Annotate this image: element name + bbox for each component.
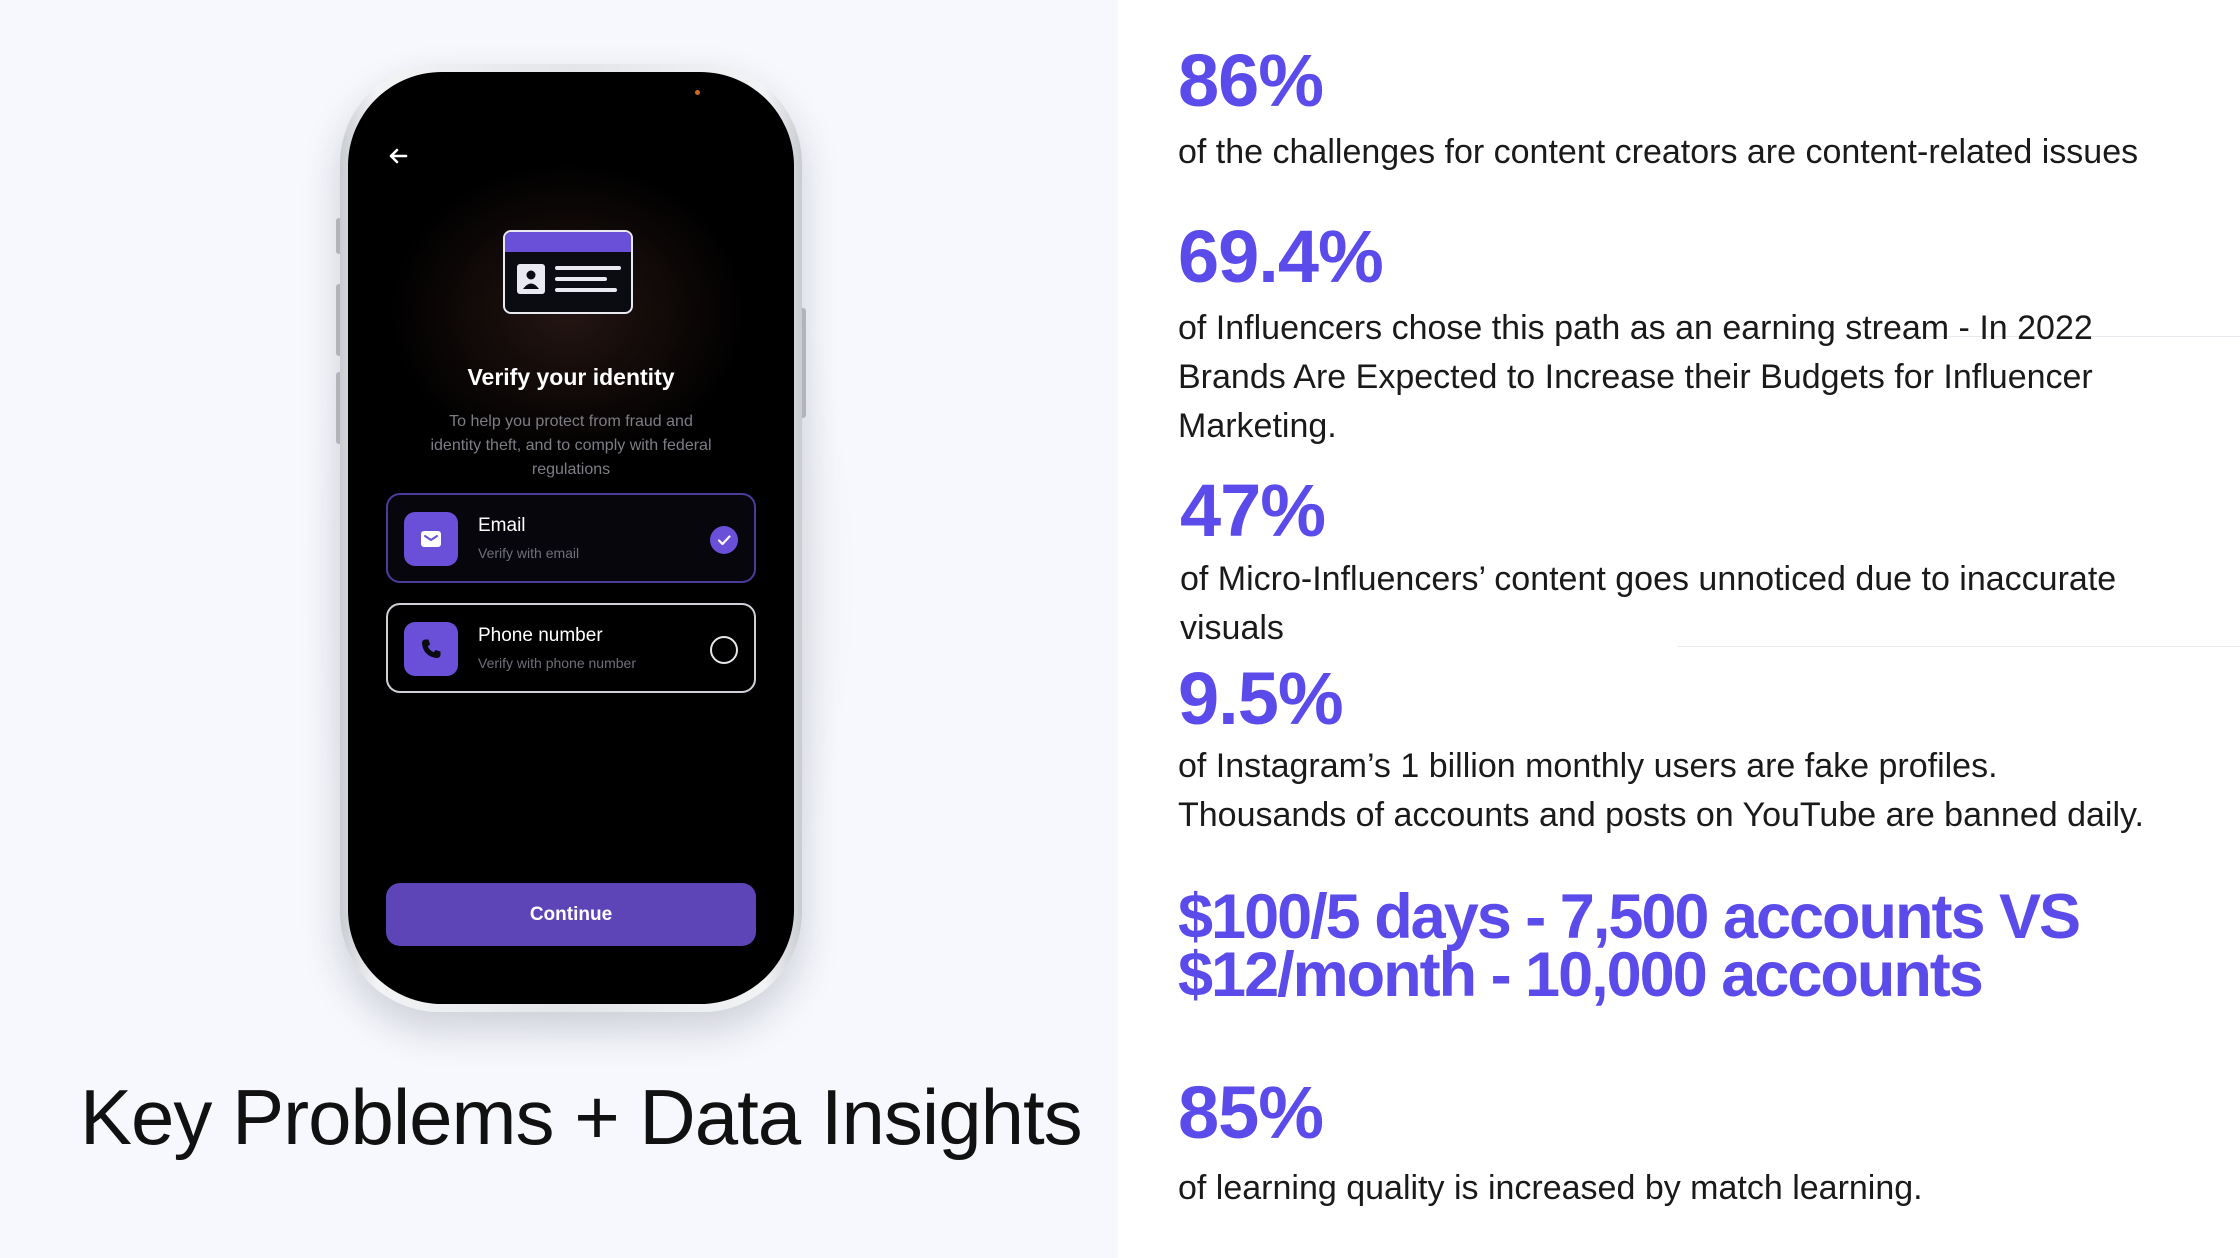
stat-description: of Influencers chose this path as an ear… xyxy=(1178,304,2093,451)
left-panel: Verify your identity To help you protect… xyxy=(0,0,1118,1258)
phone-icon-box xyxy=(404,622,458,676)
id-card-avatar xyxy=(517,264,545,294)
checkmark-icon[interactable] xyxy=(710,526,738,554)
stat-description: of Instagram’s 1 billion monthly users a… xyxy=(1178,742,2144,840)
stat-value: 86% xyxy=(1178,39,1324,122)
stat-description-line: of Instagram’s 1 billion monthly users a… xyxy=(1178,747,1998,785)
email-option[interactable]: Email Verify with email xyxy=(386,493,756,583)
stat-description-line: of Influencers chose this path as an ear… xyxy=(1178,309,2093,347)
id-card-line xyxy=(555,277,607,281)
id-card-band xyxy=(505,232,631,252)
phone-icon xyxy=(422,639,441,658)
divider xyxy=(1678,646,2240,647)
back-arrow-icon[interactable] xyxy=(384,142,412,170)
verify-subtitle-line: identity theft, and to comply with feder… xyxy=(430,437,712,454)
right-panel: 86% of the challenges for content creato… xyxy=(1118,0,2240,1258)
cost-comparison: $100/5 days - 7,500 accounts VS $12/mont… xyxy=(1178,882,2218,1010)
phone-option-label: Phone number xyxy=(478,625,603,646)
verify-subtitle-line: To help you protect from fraud and xyxy=(449,413,693,430)
stat-description-line: of learning quality is increased by matc… xyxy=(1178,1169,1923,1207)
email-option-label: Email xyxy=(478,515,526,536)
phone-volume-down-button xyxy=(336,372,342,444)
verify-subtitle: To help you protect from fraud and ident… xyxy=(400,410,742,482)
stat-description-line: Marketing. xyxy=(1178,407,1337,445)
stat-value: 85% xyxy=(1178,1071,1324,1154)
envelope-icon xyxy=(421,531,441,547)
camera-indicator xyxy=(695,90,700,95)
stat-description-line: Thousands of accounts and posts on YouTu… xyxy=(1178,796,2144,834)
stat-description: of learning quality is increased by matc… xyxy=(1178,1164,1923,1213)
stat-value: 47% xyxy=(1180,469,1326,552)
radio-circle-icon[interactable] xyxy=(710,636,738,664)
cost-comparison-line: $12/month - 10,000 accounts xyxy=(1178,940,1984,1010)
phone-screen: Verify your identity To help you protect… xyxy=(348,72,794,1004)
stat-value: 9.5% xyxy=(1178,657,1344,740)
continue-button[interactable]: Continue xyxy=(386,883,756,946)
phone-mute-switch xyxy=(336,218,342,254)
phone-power-button xyxy=(800,308,806,418)
id-card-line xyxy=(555,288,617,292)
page-title: Key Problems + Data Insights xyxy=(80,1073,1083,1161)
divider xyxy=(1918,336,2240,337)
email-option-sub: Verify with email xyxy=(478,545,580,561)
id-card-line xyxy=(555,266,621,270)
id-card-icon xyxy=(503,230,633,314)
phone-option[interactable]: Phone number Verify with phone number xyxy=(386,603,756,693)
person-icon xyxy=(523,270,539,289)
verify-subtitle-line: regulations xyxy=(531,461,611,478)
stat-value: 69.4% xyxy=(1178,215,1384,298)
cost-comparison-line: $100/5 days - 7,500 accounts VS xyxy=(1178,882,2081,952)
phone-volume-up-button xyxy=(336,284,342,356)
stat-description-line: visuals xyxy=(1180,609,1284,647)
verify-title: Verify your identity xyxy=(467,364,675,390)
stat-description-line: Brands Are Expected to Increase their Bu… xyxy=(1178,358,2093,396)
stat-description: of Micro-Influencers’ content goes unnot… xyxy=(1180,555,2116,653)
stat-description-line: of Micro-Influencers’ content goes unnot… xyxy=(1180,560,2117,598)
phone-option-sub: Verify with phone number xyxy=(478,655,636,671)
stat-description: of the challenges for content creators a… xyxy=(1178,128,2138,177)
email-icon-box xyxy=(404,512,458,566)
stat-description-line: of the challenges for content creators a… xyxy=(1178,133,2139,171)
